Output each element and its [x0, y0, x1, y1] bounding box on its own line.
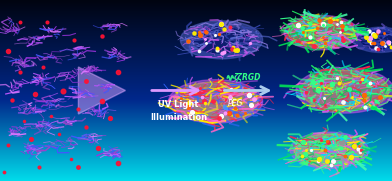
Circle shape [353, 27, 392, 52]
Text: PEG: PEG [227, 99, 243, 108]
Circle shape [173, 82, 258, 121]
Circle shape [288, 17, 355, 48]
Circle shape [296, 68, 392, 113]
Circle shape [294, 134, 365, 167]
Circle shape [184, 23, 259, 57]
Polygon shape [78, 67, 125, 114]
Circle shape [169, 80, 263, 123]
Circle shape [356, 28, 392, 51]
Circle shape [180, 21, 263, 59]
Text: Illumination: Illumination [150, 113, 207, 122]
Circle shape [193, 27, 250, 53]
Polygon shape [78, 67, 125, 114]
Circle shape [361, 31, 392, 49]
Circle shape [284, 15, 359, 50]
Circle shape [301, 70, 389, 111]
Circle shape [290, 132, 368, 168]
Text: ζζRGD: ζζRGD [234, 73, 261, 82]
Text: UV Light: UV Light [158, 100, 199, 110]
